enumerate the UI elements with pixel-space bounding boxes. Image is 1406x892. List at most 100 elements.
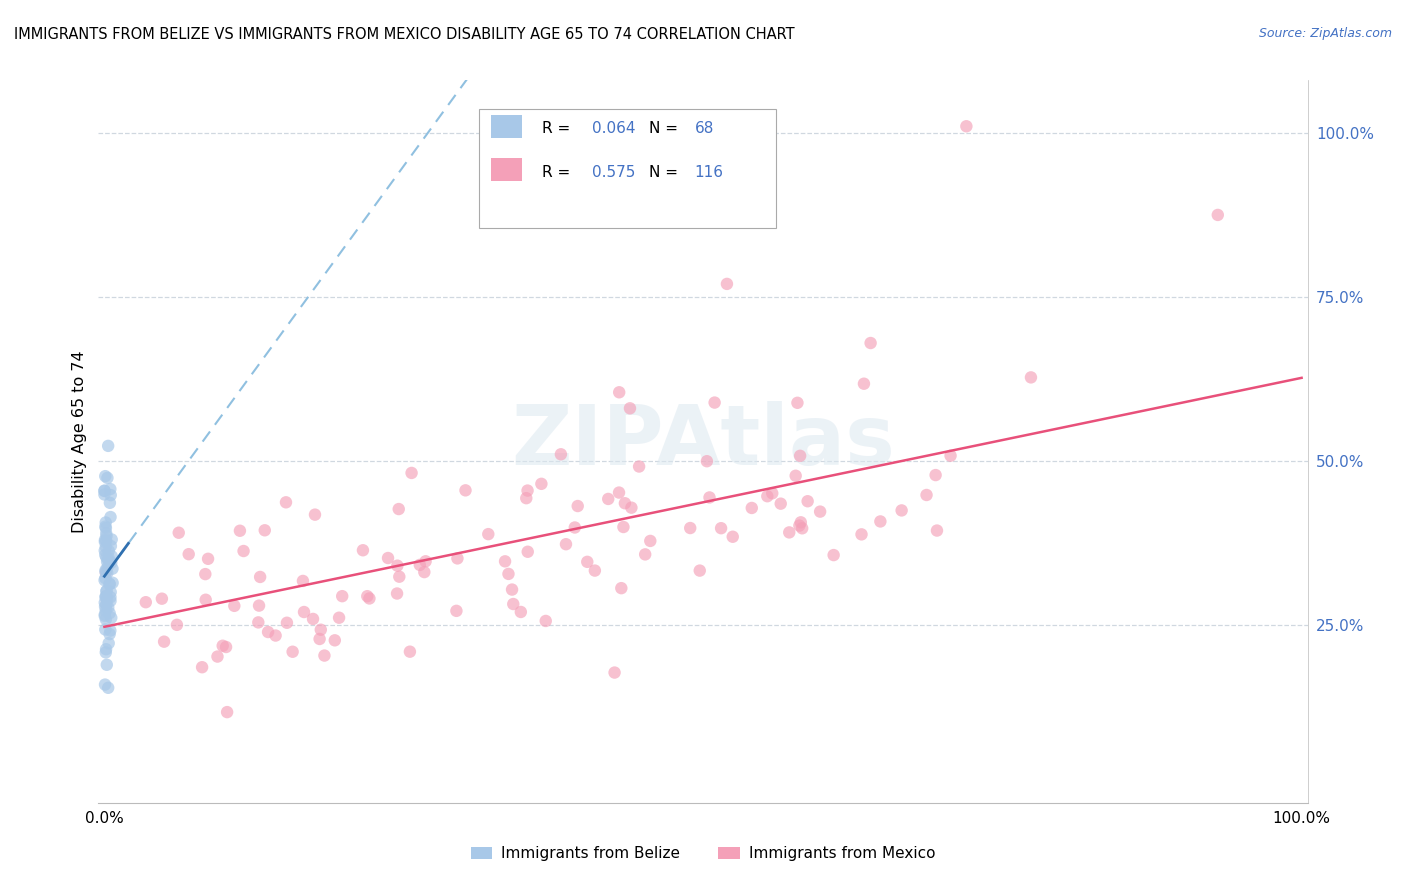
Point (100, 585, 122, 599)
Point (264, 628, 287, 642)
Point (603, 665, 626, 680)
Point (550, 447, 572, 461)
Point (276, 615, 298, 630)
Point (98, 577, 121, 591)
Point (177, 547, 200, 561)
Point (498, 566, 520, 581)
Point (710, 521, 733, 535)
Point (98, 627, 121, 641)
Point (583, 564, 606, 578)
Point (101, 575, 124, 590)
Text: 0.575: 0.575 (592, 164, 636, 179)
Point (93, 483, 115, 498)
Point (194, 592, 217, 607)
Point (100, 556, 122, 570)
Point (98, 577, 121, 591)
Point (257, 625, 280, 640)
Point (97, 560, 120, 574)
Point (385, 586, 408, 600)
Text: Source: ZipAtlas.com: Source: ZipAtlas.com (1258, 27, 1392, 40)
Point (778, 525, 800, 540)
Point (94, 590, 117, 604)
Point (97, 551, 120, 566)
Point (696, 454, 718, 468)
Point (98, 496, 121, 510)
Point (890, 503, 912, 517)
Point (98, 482, 121, 496)
Point (94, 623, 117, 637)
Point (309, 623, 332, 637)
Point (721, 530, 744, 544)
Point (703, 395, 725, 409)
Point (1019, 370, 1042, 384)
Point (454, 483, 477, 498)
Point (756, 489, 779, 503)
Point (217, 705, 239, 719)
Point (716, 277, 738, 291)
Point (97, 543, 120, 558)
Point (135, 595, 157, 609)
Point (247, 599, 270, 613)
Point (924, 468, 946, 483)
Point (323, 633, 346, 648)
Point (94, 642, 117, 657)
Point (330, 589, 353, 603)
Point (100, 510, 122, 524)
Point (534, 614, 557, 628)
Point (96, 550, 118, 565)
Text: N =: N = (648, 164, 682, 179)
Point (100, 533, 122, 547)
Point (96, 533, 118, 548)
Point (741, 500, 763, 515)
Point (94, 519, 117, 533)
Point (96, 657, 118, 672)
Point (94, 548, 117, 562)
Point (1206, 208, 1229, 222)
Point (94, 599, 117, 614)
Point (925, 524, 948, 538)
Point (477, 527, 499, 541)
Point (607, 385, 630, 400)
Text: R =: R = (543, 164, 575, 179)
Point (94, 609, 117, 624)
Point (247, 615, 270, 630)
Point (97, 636, 120, 650)
Point (328, 611, 350, 625)
Point (401, 466, 423, 480)
Point (607, 485, 630, 500)
Point (229, 524, 252, 538)
Point (786, 396, 808, 410)
FancyBboxPatch shape (492, 158, 522, 181)
Point (96, 526, 118, 541)
Point (94, 589, 117, 603)
Point (304, 508, 326, 522)
Point (388, 502, 411, 516)
Point (96, 590, 118, 604)
Point (94, 563, 117, 577)
Text: 0.064: 0.064 (592, 121, 636, 136)
Point (94, 603, 117, 617)
Point (97, 600, 120, 615)
Point (789, 449, 811, 463)
Y-axis label: Disability Age 65 to 74: Disability Age 65 to 74 (72, 351, 87, 533)
Point (494, 554, 516, 568)
Point (509, 605, 531, 619)
Point (352, 543, 374, 558)
Point (98, 606, 121, 620)
Point (502, 597, 524, 611)
Point (94, 521, 117, 535)
Point (576, 555, 599, 569)
Point (215, 640, 238, 654)
Point (96, 471, 118, 485)
Point (96, 566, 118, 580)
Point (955, 120, 977, 134)
Point (96, 592, 118, 607)
Legend: Immigrants from Belize, Immigrants from Mexico: Immigrants from Belize, Immigrants from … (464, 840, 942, 867)
Point (291, 574, 314, 588)
Point (207, 649, 229, 664)
Point (789, 518, 811, 533)
Point (598, 491, 620, 506)
Point (94, 533, 117, 547)
Text: R =: R = (543, 121, 575, 136)
Point (308, 632, 330, 646)
